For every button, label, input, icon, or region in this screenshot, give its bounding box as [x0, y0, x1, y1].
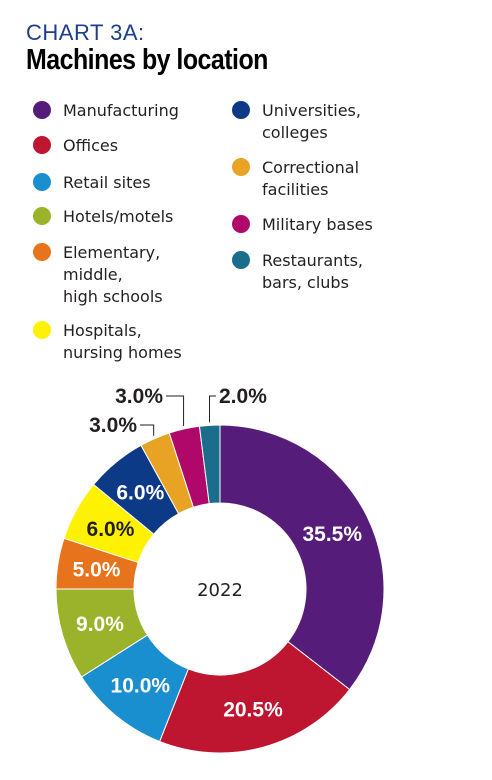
data-label: 9.0% — [76, 613, 124, 636]
legend-label: Offices — [63, 136, 119, 155]
leader-line — [166, 395, 185, 427]
donut-slice — [198, 424, 221, 505]
data-label: 6.0% — [116, 482, 164, 505]
donut-slice — [158, 641, 351, 754]
data-label: 6.0% — [87, 518, 135, 541]
legend-swatch — [33, 136, 51, 154]
data-label: 3.0% — [89, 414, 137, 437]
data-label: 5.0% — [73, 558, 121, 581]
legend-item: Military bases — [232, 214, 373, 236]
legend-label: Correctional facilities — [262, 158, 360, 199]
legend-item: Universities, colleges — [232, 100, 361, 144]
legend-swatch — [232, 215, 250, 233]
center-year-label: 2022 — [197, 580, 243, 601]
legend-item: Retail sites — [33, 172, 151, 194]
legend-item: Offices — [33, 135, 118, 157]
legend-item: Correctional facilities — [232, 157, 359, 201]
legend-label: Elementary, middle, high schools — [63, 243, 163, 306]
legend-swatch — [232, 101, 250, 119]
data-label: 20.5% — [223, 699, 283, 722]
leader-line — [140, 424, 155, 436]
legend-label: Universities, colleges — [262, 101, 361, 142]
data-label: 35.5% — [302, 523, 362, 546]
legend-swatch — [33, 207, 51, 225]
legend-item: Elementary, middle, high schools — [33, 242, 163, 308]
legend-label: Restaurants, bars, clubs — [262, 251, 364, 292]
legend-label: Military bases — [262, 215, 373, 234]
leader-line — [209, 395, 216, 423]
chart-kicker: CHART 3A: — [26, 20, 145, 45]
legend-label: Hospitals, nursing homes — [63, 321, 182, 362]
legend-label: Hotels/motels — [63, 207, 174, 226]
legend-swatch — [33, 321, 51, 339]
legend-item: Hotels/motels — [33, 206, 173, 228]
legend-label: Retail sites — [63, 173, 151, 192]
donut-chart: 35.5% 20.5% 10.0% 9.0% 5.0% 6.0% 6.0% 3.0% 3.0% 2… — [55, 385, 385, 754]
data-label: 2.0% — [219, 385, 267, 408]
legend-item: Manufacturing — [33, 100, 179, 122]
legend-label: Manufacturing — [63, 101, 179, 120]
data-label: 10.0% — [111, 674, 171, 697]
legend-item: Restaurants, bars, clubs — [232, 250, 363, 294]
legend-swatch — [33, 173, 51, 191]
legend-swatch — [33, 101, 51, 119]
legend-swatch — [232, 158, 250, 176]
legend-swatch — [33, 243, 51, 261]
donut-slice — [219, 424, 385, 691]
chart-title: Machines by location — [26, 44, 268, 76]
data-label: 3.0% — [115, 385, 163, 408]
legend-swatch — [232, 251, 250, 269]
legend-item: Hospitals, nursing homes — [33, 320, 182, 364]
